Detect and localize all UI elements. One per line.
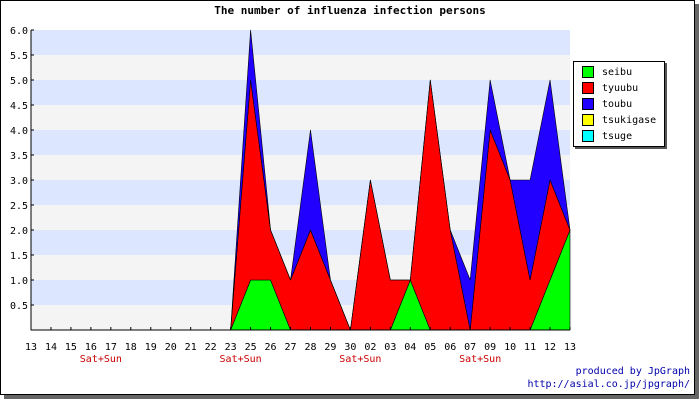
x-tick-label: 12 [544, 342, 556, 353]
y-tick-label: 2.5 [10, 201, 28, 212]
legend-item: tsukigase [582, 114, 656, 126]
x-tick-label: 16 [85, 342, 97, 353]
legend-swatch [582, 114, 594, 126]
legend-label: tyuubu [602, 82, 639, 94]
grid-band [31, 80, 570, 105]
x-tick-label: 18 [125, 342, 137, 353]
x-tick-label: 05 [424, 342, 436, 353]
legend-item: seibu [582, 66, 632, 78]
weekend-label: Sat+Sun [339, 354, 381, 365]
x-tick-label: 13 [564, 342, 576, 353]
y-tick-label: 2.0 [10, 226, 28, 237]
y-tick-label: 4.0 [10, 126, 28, 137]
legend-item: tsuge [582, 130, 632, 142]
x-tick-label: 28 [304, 342, 316, 353]
chart-title: The number of influenza infection person… [214, 4, 486, 17]
legend-swatch [582, 98, 594, 110]
x-tick-label: 14 [45, 342, 57, 353]
legend: seibu tyuubu toubu tsukigase tsuge [573, 61, 665, 147]
grid-band [31, 30, 570, 55]
grid-band [31, 55, 570, 80]
legend-swatch [582, 82, 594, 94]
x-tick-label: 23 [225, 342, 237, 353]
x-tick-label: 15 [65, 342, 77, 353]
credit: produced by JpGraph http://asial.co.jp/j… [527, 365, 690, 391]
x-tick-label: 06 [444, 342, 456, 353]
x-tick-label: 10 [504, 342, 516, 353]
y-tick-label: 1.5 [10, 251, 28, 262]
grid-band [31, 155, 570, 180]
x-tick-label: 21 [185, 342, 197, 353]
legend-swatch [582, 130, 594, 142]
legend-label: seibu [602, 66, 633, 78]
x-tick-label: 22 [205, 342, 217, 353]
y-tick-label: 4.5 [10, 101, 28, 112]
x-tick-label: 29 [324, 342, 336, 353]
y-tick-label: 1.0 [10, 276, 28, 287]
y-tick-label: 5.5 [10, 51, 28, 62]
x-tick-label: 26 [265, 342, 277, 353]
x-tick-label: 02 [364, 342, 376, 353]
x-tick-label: 19 [145, 342, 157, 353]
legend-label: tsukigase [602, 114, 657, 126]
legend-item: tyuubu [582, 82, 638, 94]
x-tick-label: 27 [284, 342, 296, 353]
x-tick-label: 03 [384, 342, 396, 353]
x-tick-label: 11 [524, 342, 536, 353]
x-tick-label: 09 [484, 342, 496, 353]
weekend-label: Sat+Sun [459, 354, 501, 365]
weekend-label: Sat+Sun [80, 354, 122, 365]
grid-band [31, 130, 570, 155]
credit-line-2[interactable]: http://asial.co.jp/jpgraph/ [527, 379, 690, 390]
y-tick-label: 5.0 [10, 76, 28, 87]
y-tick-label: 3.0 [10, 176, 28, 187]
x-tick-label: 07 [464, 342, 476, 353]
legend-swatch [582, 66, 594, 78]
x-tick-label: 17 [105, 342, 117, 353]
x-tick-label: 20 [165, 342, 177, 353]
x-tick-label: 25 [245, 342, 257, 353]
y-tick-label: 6.0 [10, 26, 28, 37]
legend-label: toubu [602, 98, 633, 110]
y-tick-label: 0.5 [10, 301, 28, 312]
x-tick-label: 04 [404, 342, 416, 353]
x-tick-label: 30 [344, 342, 356, 353]
credit-line-1: produced by JpGraph [575, 366, 690, 377]
weekend-label: Sat+Sun [220, 354, 262, 365]
grid-band [31, 105, 570, 130]
legend-label: tsuge [602, 130, 633, 142]
x-tick-label: 13 [25, 342, 37, 353]
legend-item: toubu [582, 98, 632, 110]
y-tick-label: 3.5 [10, 151, 28, 162]
